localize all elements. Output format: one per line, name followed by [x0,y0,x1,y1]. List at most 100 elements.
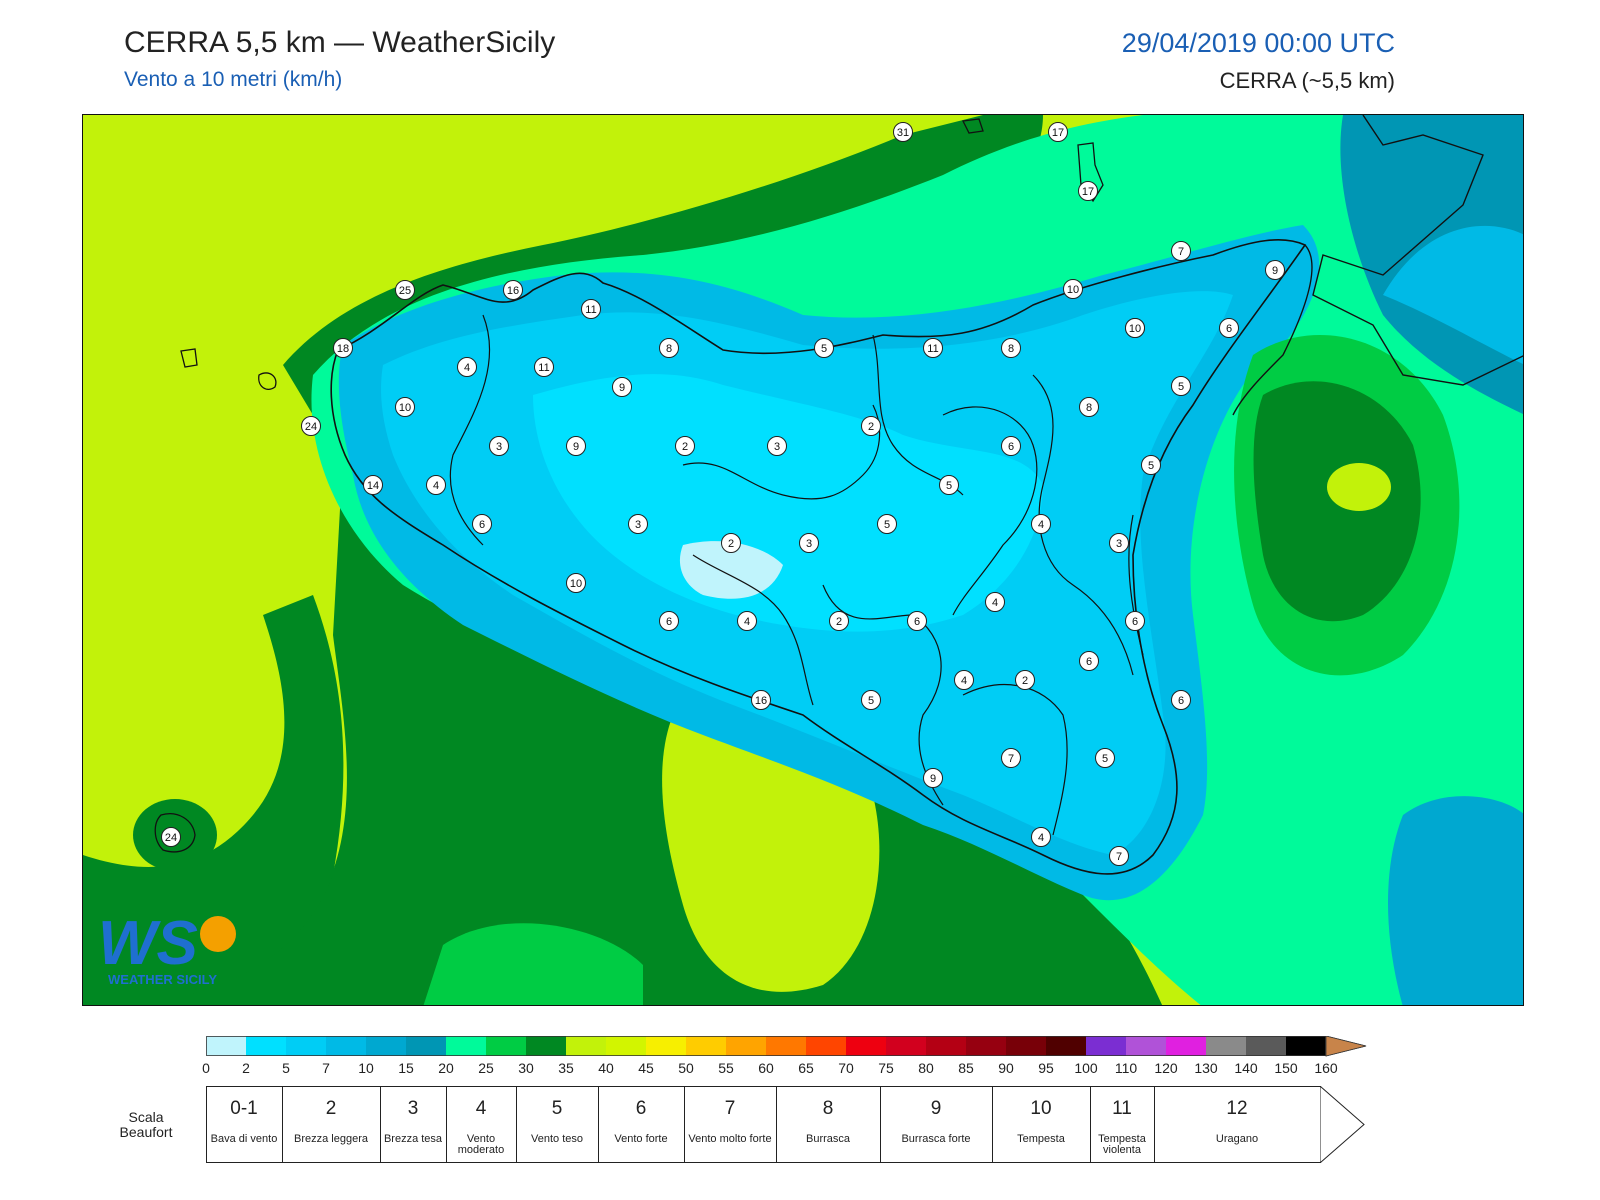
station-marker: 3 [767,436,787,456]
colorbar-arrow [1325,1036,1367,1057]
station-value: 10 [1067,284,1079,296]
wind-field-svg: 3117172516117918101064118511849105248392… [83,115,1523,1005]
field-20-blob [423,923,643,1005]
station-marker: 5 [939,475,959,495]
station-value: 4 [1038,832,1044,844]
beaufort-description: Bava di vento [210,1133,278,1145]
station-circle [659,338,679,358]
beaufort-description: Tempesta [1017,1133,1065,1145]
beaufort-description: Burrasca forte [901,1133,971,1145]
colorbar-tick-label: 20 [438,1060,454,1076]
colorbar-tick-label: 160 [1314,1060,1338,1076]
station-value: 2 [836,616,842,628]
colorbar-tick-label: 45 [638,1060,654,1076]
colorbar-cell [486,1036,526,1056]
station-value: 2 [682,441,688,453]
station-value: 4 [1038,519,1044,531]
station-value: 4 [464,362,470,374]
beaufort-cell [206,1086,283,1163]
station-value: 5 [1148,460,1154,472]
border-trapani-palermo [449,314,491,546]
station-circle [985,592,1005,612]
messina-strait [1232,244,1313,416]
border-catania-siracusa [1128,514,1144,656]
station-value: 8 [1008,343,1014,355]
station-marker: 9 [566,436,586,456]
beaufort-cell [380,1086,447,1163]
alicudi-island [962,118,984,134]
colorbar-cell [1166,1036,1206,1056]
station-value: 9 [1272,265,1278,277]
station-marker: 11 [581,299,601,319]
station-circle [907,611,927,631]
station-marker: 5 [1095,748,1115,768]
station-value: 6 [1086,656,1092,668]
wind-map: 3117172516117918101064118511849105248392… [82,114,1524,1006]
colorbar-cell [966,1036,1006,1056]
station-marker: 14 [363,475,383,495]
colorbar-cell [1206,1036,1246,1056]
station-value: 10 [1129,323,1141,335]
station-value: 6 [666,616,672,628]
station-marker: 9 [1265,260,1285,280]
station-circle [1171,690,1191,710]
station-value: 7 [1178,246,1184,258]
colorbar-cell [366,1036,406,1056]
station-marker: 24 [161,827,181,847]
colorbar-tick-label: 0 [202,1060,210,1076]
station-marker: 2 [829,611,849,631]
beaufort-description: Vento teso [531,1133,583,1145]
station-marker: 5 [877,514,897,534]
station-marker: 6 [659,611,679,631]
station-marker: 31 [893,122,913,142]
station-circle [1265,260,1285,280]
beaufort-number: 5 [551,1098,563,1119]
station-marker: 5 [814,338,834,358]
station-circle [1095,748,1115,768]
station-value: 5 [821,343,827,355]
station-marker: 4 [457,357,477,377]
beaufort-description: Brezza leggera [294,1133,368,1145]
station-circle [534,357,554,377]
station-circle [1048,122,1068,142]
station-marker: 4 [426,475,446,495]
station-value: 9 [930,773,936,785]
station-value: 2 [868,421,874,433]
station-circle [1079,651,1099,671]
beaufort-number: 3 [407,1098,419,1119]
field-sicily-0-2 [679,541,783,599]
colorbar-cell [646,1036,686,1056]
logo-letters: WS [98,909,198,978]
station-marker: 17 [1048,122,1068,142]
colorbar-tick-label: 15 [398,1060,414,1076]
pantelleria-coast [154,813,196,853]
station-circle [395,397,415,417]
station-value: 8 [666,343,672,355]
station-circle [581,299,601,319]
station-circle [472,514,492,534]
colorbar-cell [606,1036,646,1056]
station-value: 9 [573,441,579,453]
border-siracusa [962,684,1068,836]
weathersicily-logo: WS WEATHER SICILY [98,909,236,987]
beaufort-cell [598,1086,685,1163]
station-marker: 6 [1001,436,1021,456]
station-value: 5 [1102,753,1108,765]
station-value: 17 [1082,186,1094,198]
colorbar-tick-label: 50 [678,1060,694,1076]
beaufort-cell [880,1086,993,1163]
station-marker: 7 [1001,748,1021,768]
station-value: 9 [619,382,625,394]
station-marker: 3 [799,533,819,553]
station-circle [161,827,181,847]
station-circle [893,122,913,142]
station-value: 25 [399,285,411,297]
station-value: 6 [1178,695,1184,707]
colorbar-cell [846,1036,886,1056]
station-value: 10 [570,578,582,590]
station-circle [861,416,881,436]
station-circle [954,670,974,690]
colorbar-cell [246,1036,286,1056]
station-circle [923,338,943,358]
station-circle [1171,241,1191,261]
